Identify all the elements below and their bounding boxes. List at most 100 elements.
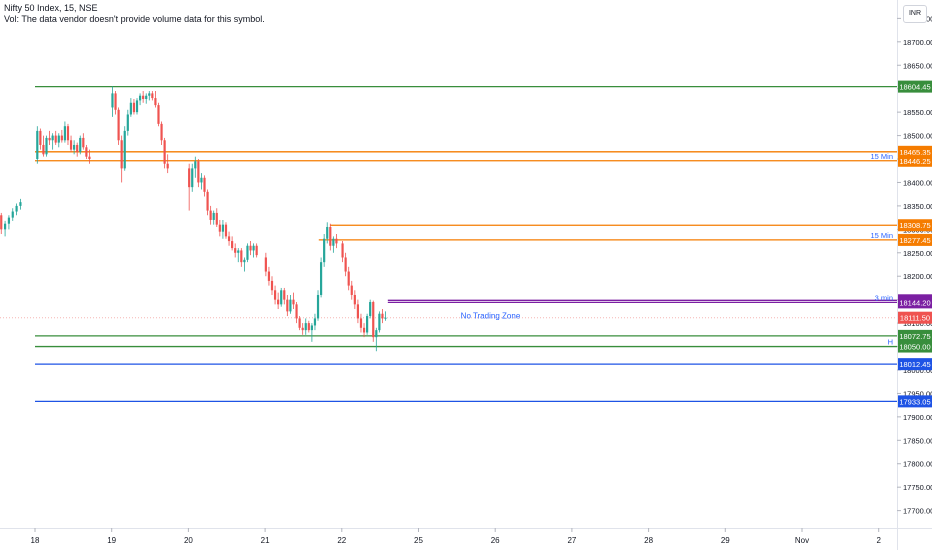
level-price-label-text: 18446.25: [899, 157, 930, 166]
time-tick-label: 27: [567, 536, 576, 545]
candle-body: [7, 217, 11, 224]
price-tick-label: 17950.00: [903, 389, 932, 398]
candle-body: [188, 168, 191, 188]
candle-body: [344, 257, 347, 272]
candle-body: [11, 211, 14, 218]
price-tick-label: 18650.00: [903, 61, 932, 70]
level-price-label-text: 18277.45: [899, 236, 930, 245]
candle-body: [319, 262, 323, 295]
time-tick-label: Nov: [795, 536, 809, 545]
candle-body: [381, 313, 384, 319]
candle-body: [132, 102, 136, 113]
candle-body: [15, 205, 18, 212]
symbol-title: Nifty 50 Index, 15, NSE: [4, 3, 98, 13]
candle-body: [359, 318, 363, 328]
candle-body: [123, 130, 126, 169]
candle-body: [329, 226, 332, 246]
candle-body: [212, 212, 215, 220]
price-tick-label: 17850.00: [903, 436, 932, 445]
time-axis: 18 19 20 21 22 25 26 27 28 29 Nov 2: [0, 528, 932, 545]
price-tick-label: 18400.00: [903, 178, 932, 187]
candle-body: [69, 140, 73, 150]
candle-body: [372, 302, 375, 338]
candle-body: [126, 114, 129, 131]
candle-body: [19, 202, 22, 206]
price-tick-label: 18350.00: [903, 202, 932, 211]
candle-body: [273, 290, 277, 300]
candle-body: [206, 191, 209, 211]
candle-body: [332, 238, 335, 246]
annotations-layer: No Trading Zone: [461, 312, 521, 321]
candle-body: [39, 130, 42, 145]
candle-body: [270, 280, 274, 291]
level-price-label-text: 18144.20: [899, 298, 930, 307]
candle-body: [82, 137, 85, 148]
currency-badge[interactable]: INR: [903, 5, 927, 23]
candle-body: [255, 245, 258, 256]
candle-body: [224, 224, 228, 237]
candle-body: [304, 323, 307, 331]
candle-body: [313, 318, 317, 326]
level-price-label: [898, 358, 932, 371]
candle-body: [301, 327, 304, 331]
candle-body: [166, 163, 169, 169]
level-price-label: [898, 219, 932, 232]
candle-body: [36, 130, 39, 160]
candle-body: [243, 259, 246, 263]
last-price-label-text: 18111.50: [900, 314, 930, 323]
level-price-label-text: 18308.75: [899, 221, 930, 230]
price-tick-label: 18200.00: [903, 272, 932, 281]
candle-body: [154, 98, 157, 106]
level-price-label-text: 18604.45: [899, 83, 930, 92]
level-price-label-text: 17933.05: [899, 397, 930, 406]
price-tick-label: 17750.00: [903, 483, 932, 492]
level-price-label: [898, 80, 932, 93]
candle-body: [286, 299, 289, 312]
candle-body: [42, 144, 45, 155]
candle-body: [151, 93, 154, 99]
candle-body: [76, 144, 79, 152]
candle-body: [145, 95, 148, 100]
candle-body: [277, 299, 280, 305]
time-tick-label: 28: [644, 536, 653, 545]
candle-body: [203, 177, 206, 192]
candle-body: [307, 323, 310, 331]
candle-body: [60, 135, 63, 141]
level-price-label: [898, 296, 932, 309]
candle-body: [142, 95, 145, 100]
candle-body: [129, 102, 132, 115]
candle-body: [57, 135, 60, 143]
time-tick-label: 2: [876, 536, 881, 545]
candle-body: [51, 135, 54, 141]
candle-body: [48, 137, 51, 141]
candle-body: [316, 294, 320, 319]
candle-body: [221, 224, 225, 232]
candle-body: [326, 226, 329, 239]
price-tick-label: 18250.00: [903, 249, 932, 258]
candle-body: [45, 137, 48, 155]
candle-body: [88, 156, 91, 160]
candle-body: [252, 245, 255, 251]
candle-body: [323, 238, 326, 263]
price-tick-label: 18000.00: [903, 366, 932, 375]
candle-body: [0, 215, 3, 230]
candle-body: [310, 325, 313, 331]
candle-body: [120, 140, 123, 169]
level-note: 15 Min: [870, 231, 893, 240]
candle-body: [240, 250, 243, 263]
level-note: H: [888, 338, 893, 347]
level-note: 3 min: [875, 293, 893, 302]
time-tick-label: 29: [721, 536, 730, 545]
candle-body: [267, 271, 271, 281]
candle-body: [73, 144, 76, 150]
price-tick-label: 17700.00: [903, 507, 932, 516]
price-tick-label: 18550.00: [903, 108, 932, 117]
time-tick-label: 22: [337, 536, 346, 545]
price-tick-label: 18700.00: [903, 38, 932, 47]
level-lines: 15 Min 15 Min 3 min H: [0, 85, 897, 403]
candle-body: [194, 161, 197, 169]
level-price-label: [898, 340, 932, 353]
candle-body: [200, 177, 203, 183]
